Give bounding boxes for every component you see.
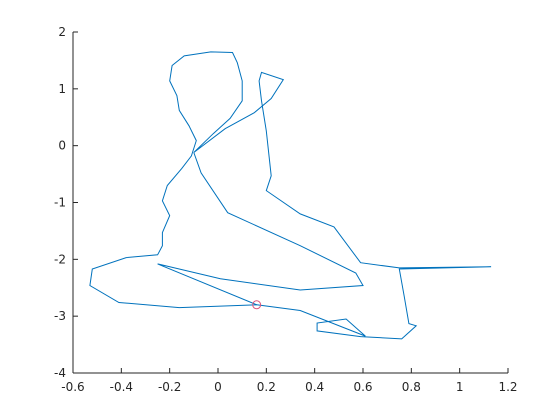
y-tick-label: 0	[58, 139, 66, 153]
x-tick-label: -0.4	[110, 380, 133, 394]
y-tick-label: -4	[54, 366, 66, 380]
x-tick-label: 0.6	[353, 380, 372, 394]
x-tick-label: 1.2	[498, 380, 517, 394]
position-marker	[252, 300, 262, 310]
x-tick-label: -0.2	[158, 380, 181, 394]
y-tick-label: 2	[58, 25, 66, 39]
y-tick-label: -2	[54, 252, 66, 266]
y-tick-label: -1	[54, 196, 66, 210]
y-tick-label: -3	[54, 309, 66, 323]
x-tick-label: 0.2	[257, 380, 276, 394]
x-tick-label: -0.6	[61, 380, 84, 394]
x-tick-label: 0.8	[402, 380, 421, 394]
trajectory-line	[89, 51, 492, 340]
x-tick-label: 0	[214, 380, 222, 394]
x-tick-label: 0.4	[305, 380, 324, 394]
y-tick-label: 1	[58, 82, 66, 96]
x-tick-label: 1	[456, 380, 464, 394]
